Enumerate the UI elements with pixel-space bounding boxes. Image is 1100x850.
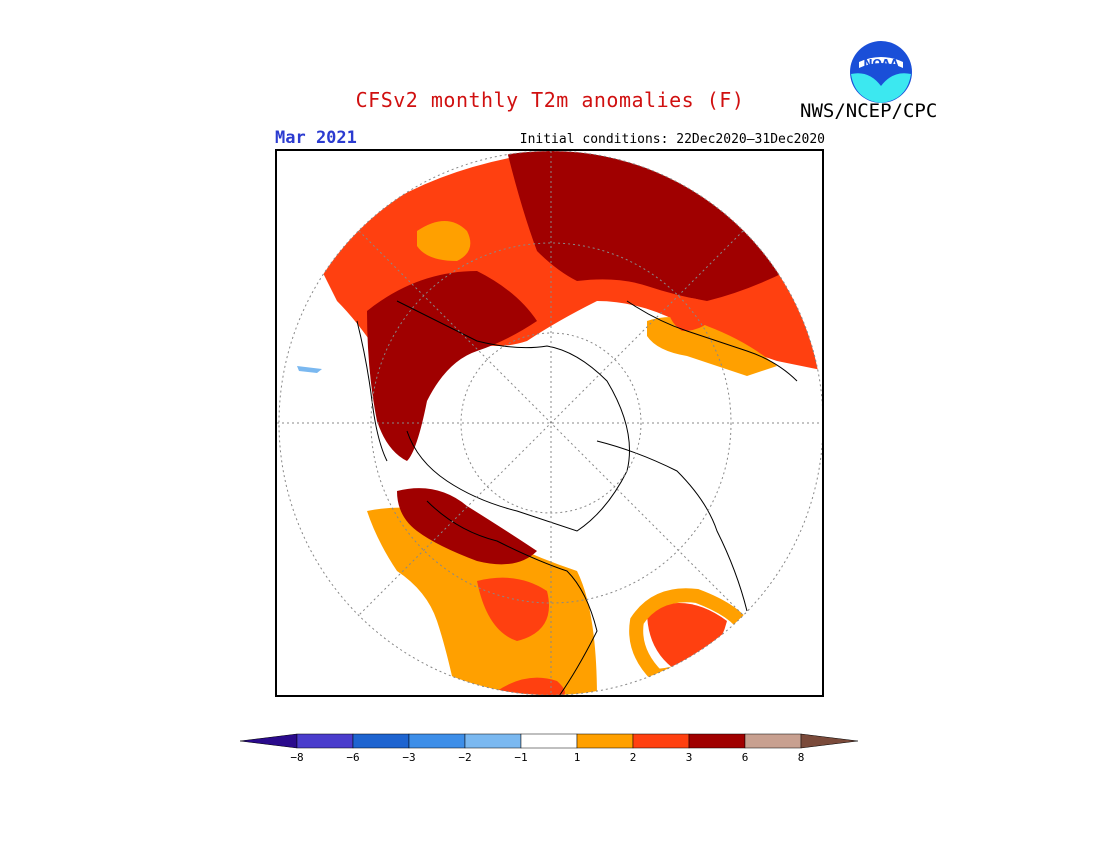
- coastline-greenland: [356, 320, 388, 462]
- agency-label: NWS/NCEP/CPC: [800, 100, 938, 122]
- meridian-line: [358, 230, 744, 616]
- colorbar-swatch: [520, 733, 578, 749]
- colorbar-swatch: [408, 733, 466, 749]
- colorbar-tick-label: −3: [402, 751, 415, 764]
- colorbar-tick-label: 3: [686, 751, 693, 764]
- colorbar-tick-label: 8: [798, 751, 805, 764]
- initial-conditions: Initial conditions: 22Dec2020–31Dec2020: [519, 132, 825, 147]
- polar-map: [277, 151, 822, 695]
- map-frame: [275, 149, 824, 697]
- colorbar-tick-label: −2: [458, 751, 471, 764]
- colorbar-swatch: [744, 733, 802, 749]
- coastline-europe: [626, 300, 798, 382]
- colorbar-swatch: [352, 733, 410, 749]
- colorbar-tick-label: 1: [574, 751, 581, 764]
- colorbar-tick-label: −8: [290, 751, 303, 764]
- latitude-circle: [370, 242, 732, 604]
- colorbar-arrow-high: [800, 733, 859, 749]
- colorbar-swatch: [632, 733, 690, 749]
- anomaly-region-1-2-america: [367, 507, 597, 695]
- anomaly-region-3-6-canada: [397, 488, 537, 565]
- anomaly-region-1-2-north: [417, 221, 471, 261]
- noaa-logo: NOAA: [850, 41, 912, 103]
- coastline-arctic: [396, 300, 630, 532]
- anomaly-region-2-3-scandinavia: [667, 297, 717, 331]
- forecast-month: Mar 2021: [275, 128, 357, 148]
- anomaly-region-2-3-usa: [477, 577, 549, 641]
- colorbar-swatch: [576, 733, 634, 749]
- coastline-north-america: [426, 500, 598, 695]
- anomaly-region-1-2-europe: [647, 317, 777, 376]
- map-title: CFSv2 monthly T2m anomalies (F): [355, 88, 745, 112]
- colorbar-swatch: [688, 733, 746, 749]
- colorbar-tick-label: 2: [630, 751, 637, 764]
- colorbar-tick-label: −6: [346, 751, 359, 764]
- anomaly-region-negative: [297, 366, 322, 373]
- anomaly-region-3-6-greenland: [367, 271, 537, 461]
- noaa-logo-text: NOAA: [863, 57, 899, 70]
- colorbar-tick-label: −1: [514, 751, 527, 764]
- colorbar-arrow-low: [239, 733, 298, 749]
- colorbar-tick-label: 6: [742, 751, 749, 764]
- colorbar-swatch: [296, 733, 354, 749]
- colorbar-swatch: [464, 733, 522, 749]
